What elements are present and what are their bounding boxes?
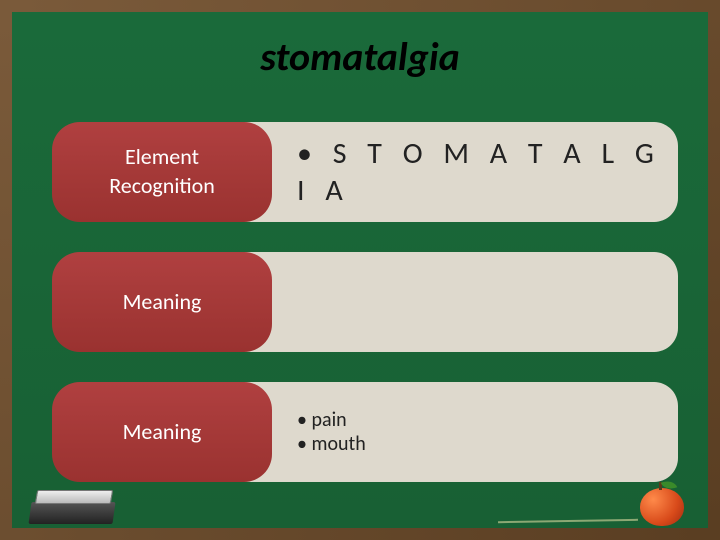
label-meaning-1: Meaning bbox=[52, 252, 272, 352]
label-line: Element bbox=[125, 143, 199, 172]
apple-icon bbox=[636, 480, 688, 528]
bullet-mouth: • mouth bbox=[297, 432, 678, 456]
eraser-icon bbox=[30, 490, 120, 528]
content-meaning-2: • pain • mouth bbox=[242, 382, 678, 482]
row-element-recognition: Element Recognition • S T O M A T A L G … bbox=[52, 122, 678, 222]
label-meaning-2: Meaning bbox=[52, 382, 272, 482]
content-element-recognition: • S T O M A T A L G I A bbox=[242, 122, 678, 222]
page-title: stomatalgia bbox=[12, 32, 708, 81]
label-element-recognition: Element Recognition bbox=[52, 122, 272, 222]
content-meaning-1 bbox=[242, 252, 678, 352]
label-line: Meaning bbox=[123, 288, 202, 317]
chalkboard: stomatalgia Element Recognition • S T O … bbox=[12, 12, 708, 528]
bullet-pain: • pain bbox=[297, 408, 678, 432]
content-big-text: • S T O M A T A L G I A bbox=[297, 135, 678, 209]
row-meaning-2: Meaning • pain • mouth bbox=[52, 382, 678, 482]
row-meaning-1: Meaning bbox=[52, 252, 678, 352]
label-line: Recognition bbox=[109, 172, 215, 201]
chalk-line bbox=[498, 519, 638, 523]
label-line: Meaning bbox=[123, 418, 202, 447]
